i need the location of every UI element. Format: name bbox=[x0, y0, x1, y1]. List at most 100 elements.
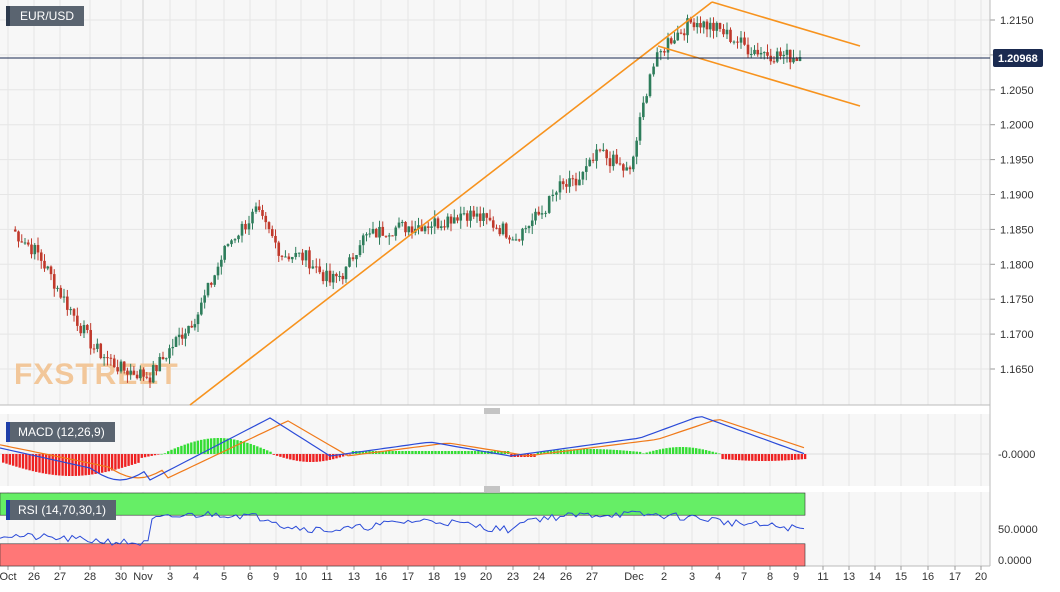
macd-bar bbox=[539, 451, 543, 454]
candle-body bbox=[66, 296, 69, 310]
macd-bar bbox=[770, 454, 774, 461]
candle-body bbox=[465, 213, 469, 221]
x-tick-label: 23 bbox=[507, 571, 519, 583]
macd-bar bbox=[173, 448, 176, 454]
macd-bar bbox=[691, 447, 695, 454]
macd-bar bbox=[196, 440, 200, 454]
candle-body bbox=[20, 241, 24, 243]
macd-bar bbox=[424, 451, 427, 454]
macd-bar bbox=[632, 451, 635, 454]
macd-bar bbox=[731, 454, 734, 460]
macd-bar bbox=[68, 454, 71, 476]
macd-bar bbox=[404, 451, 407, 454]
macd-bar bbox=[444, 451, 447, 454]
candle-body bbox=[547, 196, 551, 213]
x-tick-label: 2 bbox=[661, 571, 667, 583]
candle-body bbox=[459, 213, 463, 221]
candle-body bbox=[433, 218, 437, 227]
candle-body bbox=[151, 365, 155, 383]
candle-body bbox=[294, 252, 298, 257]
candle-body bbox=[762, 52, 766, 54]
macd-bar bbox=[25, 454, 28, 470]
macd-bar bbox=[576, 449, 579, 454]
macd-bar bbox=[605, 449, 609, 454]
macd-histogram bbox=[2, 438, 807, 476]
y-tick-label: 1.1850 bbox=[1000, 224, 1034, 236]
candle-body bbox=[145, 376, 149, 378]
candle-body bbox=[591, 159, 595, 161]
candle-body bbox=[462, 213, 466, 215]
candle-body bbox=[89, 329, 92, 349]
x-tick-label: 26 bbox=[560, 571, 572, 583]
candle-body bbox=[338, 275, 341, 277]
macd-bar bbox=[787, 454, 790, 461]
macd-bar bbox=[401, 451, 404, 454]
candle-body bbox=[446, 216, 450, 228]
candle-body bbox=[102, 357, 106, 359]
candle-body bbox=[220, 259, 223, 267]
candle-body bbox=[485, 213, 489, 218]
macd-bar bbox=[493, 451, 497, 454]
macd-bar bbox=[685, 447, 688, 454]
macd-bar bbox=[612, 449, 615, 454]
candle-body bbox=[378, 226, 381, 238]
candle-body bbox=[69, 309, 72, 311]
candle-body bbox=[537, 211, 541, 215]
macd-bar bbox=[272, 454, 275, 455]
macd-bar bbox=[794, 454, 797, 460]
candle-body bbox=[584, 166, 588, 172]
macd-bar bbox=[431, 451, 434, 454]
candle-body bbox=[574, 178, 578, 186]
candle-body bbox=[565, 184, 568, 187]
candle-body bbox=[371, 228, 375, 234]
candle-body bbox=[216, 266, 220, 276]
macd-bar bbox=[417, 451, 421, 454]
x-tick-label: 4 bbox=[715, 571, 721, 583]
candle-body bbox=[652, 66, 655, 75]
y-tick-label: 1.1700 bbox=[1000, 329, 1034, 341]
macd-bar bbox=[361, 451, 365, 454]
macd-bar bbox=[315, 454, 318, 462]
candle-body bbox=[348, 257, 351, 267]
candle-body bbox=[571, 178, 575, 180]
candle-body bbox=[264, 215, 268, 223]
candle-body bbox=[792, 57, 795, 63]
candle-body bbox=[106, 357, 109, 359]
macd-bar bbox=[592, 449, 596, 454]
macd-bar bbox=[675, 447, 678, 454]
candle-body bbox=[30, 244, 33, 255]
macd-bar bbox=[470, 451, 473, 454]
candle-body bbox=[472, 210, 476, 217]
macd-bar bbox=[761, 454, 764, 461]
candle-body bbox=[374, 228, 378, 238]
macd-bar bbox=[635, 451, 638, 454]
candle-body bbox=[699, 23, 702, 28]
candle-body bbox=[274, 235, 277, 243]
candle-body bbox=[544, 212, 547, 214]
macd-bar bbox=[378, 451, 381, 454]
candle-body bbox=[267, 222, 271, 230]
macd-bar bbox=[520, 454, 523, 457]
candle-body bbox=[743, 37, 746, 45]
candle-body bbox=[161, 356, 165, 359]
candle-body bbox=[132, 370, 136, 375]
macd-bar bbox=[744, 454, 747, 461]
candle-body bbox=[381, 226, 385, 236]
candle-body bbox=[368, 233, 372, 235]
candle-body bbox=[112, 358, 116, 368]
macd-bar bbox=[200, 439, 203, 454]
macd-bar bbox=[87, 454, 91, 475]
candle-body bbox=[625, 167, 628, 171]
x-tick-label: 13 bbox=[843, 571, 855, 583]
macd-bar bbox=[638, 451, 642, 454]
y-tick-label: 1.1750 bbox=[1000, 294, 1034, 306]
candle-body bbox=[301, 252, 304, 261]
candle-body bbox=[679, 32, 683, 34]
candle-body bbox=[184, 333, 187, 339]
candle-body bbox=[785, 49, 789, 55]
candle-body bbox=[686, 18, 689, 36]
rsi-tick-label: 50.0000 bbox=[998, 524, 1038, 536]
macd-bar bbox=[724, 454, 728, 460]
macd-bar bbox=[124, 454, 127, 467]
